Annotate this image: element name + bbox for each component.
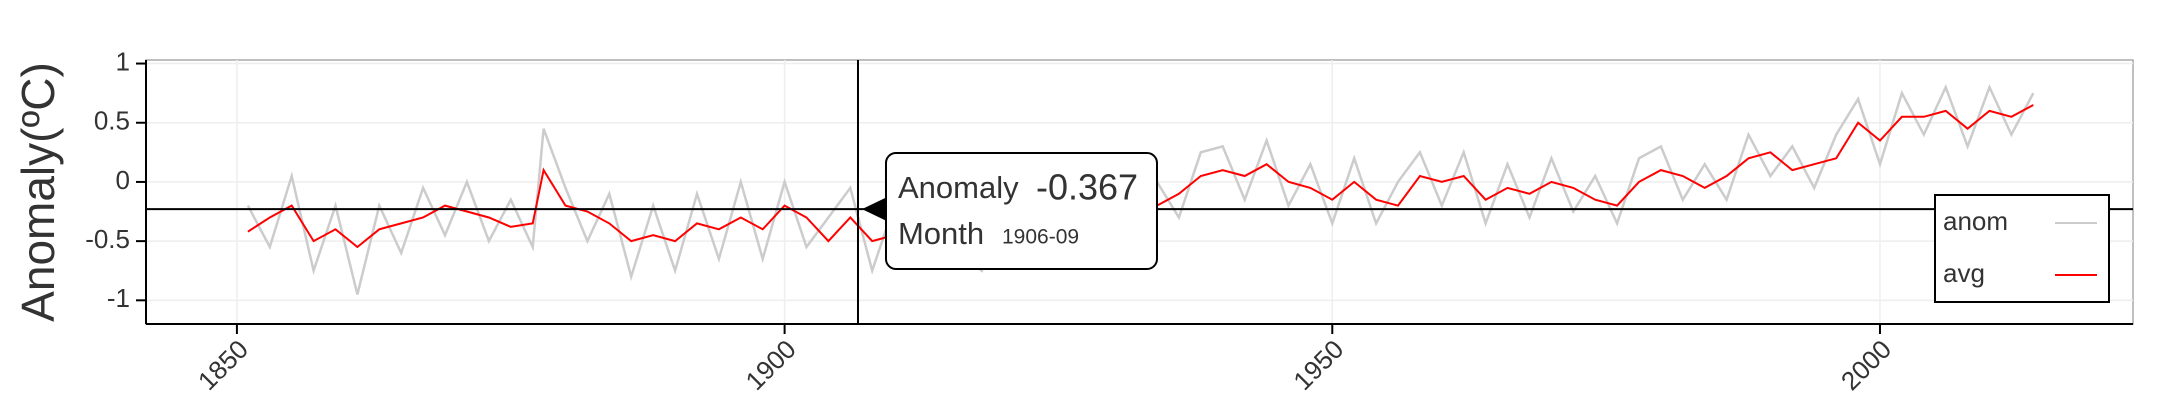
y-tick-label: 0.5	[94, 106, 130, 136]
tooltip-month: 1906-09	[1002, 226, 1079, 249]
legend-box	[1934, 194, 2110, 303]
x-tick-label: 1900	[740, 334, 802, 396]
legend-label: avg	[1943, 258, 1985, 288]
tooltip-month-label: Month	[898, 216, 984, 251]
y-tick-label: 0	[116, 165, 130, 195]
x-tick-label: 2000	[1835, 334, 1897, 396]
tooltip-label: Anomaly	[898, 170, 1019, 205]
tooltip-value: -0.367	[1036, 167, 1138, 208]
x-tick-label: 1950	[1287, 334, 1349, 396]
x-tick-label: 1850	[192, 334, 254, 396]
y-tick-label: -0.5	[85, 224, 130, 254]
y-tick-label: -1	[107, 283, 130, 313]
y-tick-label: 1	[116, 46, 130, 76]
legend-label: anom	[1943, 206, 2008, 236]
tooltip-pointer	[861, 197, 887, 222]
y-axis-label: Anomaly(ºC)	[12, 62, 64, 322]
